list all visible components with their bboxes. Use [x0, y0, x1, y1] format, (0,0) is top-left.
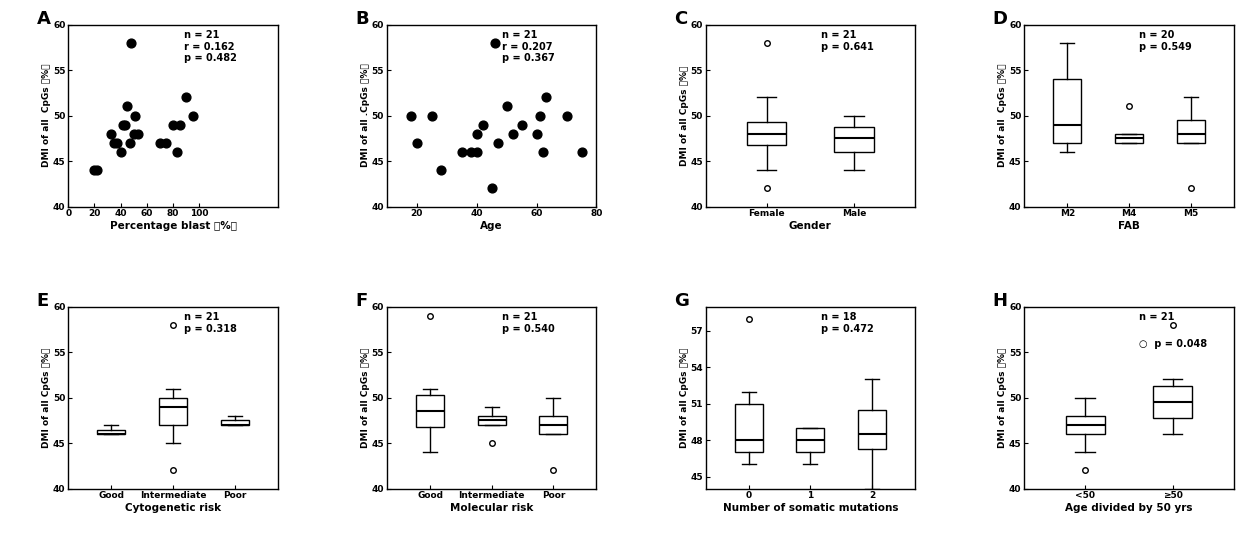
Point — [512, 120, 532, 129]
PathPatch shape — [477, 416, 506, 425]
Text: B: B — [356, 10, 370, 28]
Point — [170, 120, 190, 129]
Point — [461, 147, 481, 156]
PathPatch shape — [417, 395, 444, 428]
Point — [128, 129, 148, 138]
Point — [104, 139, 124, 147]
Point — [533, 147, 553, 156]
Point — [466, 147, 486, 156]
Y-axis label: DMI of all CpGs （%）: DMI of all CpGs （%） — [680, 66, 688, 166]
Text: n = 21
r = 0.162
p = 0.482: n = 21 r = 0.162 p = 0.482 — [184, 30, 237, 63]
X-axis label: Molecular risk: Molecular risk — [450, 503, 533, 513]
Point — [120, 139, 140, 147]
Point — [182, 111, 202, 120]
Point — [572, 147, 591, 156]
PathPatch shape — [539, 416, 567, 434]
PathPatch shape — [159, 397, 187, 425]
Point — [527, 129, 547, 138]
Point — [529, 111, 549, 120]
PathPatch shape — [796, 428, 825, 452]
Text: D: D — [993, 10, 1008, 28]
PathPatch shape — [858, 410, 885, 449]
Point — [466, 129, 486, 138]
Text: E: E — [37, 292, 50, 310]
Point — [125, 111, 145, 120]
Point — [164, 120, 184, 129]
Point — [122, 38, 141, 47]
PathPatch shape — [1115, 134, 1143, 143]
Y-axis label: DMI of all  CpGs （%）: DMI of all CpGs （%） — [998, 64, 1007, 167]
Text: n = 21
p = 0.318: n = 21 p = 0.318 — [184, 312, 237, 334]
Text: n = 18
p = 0.472: n = 18 p = 0.472 — [821, 312, 873, 334]
Point — [118, 102, 138, 111]
Point — [156, 139, 176, 147]
Y-axis label: DMI of all .CpGs （%）: DMI of all .CpGs （%） — [361, 64, 370, 168]
PathPatch shape — [98, 430, 125, 434]
PathPatch shape — [1054, 79, 1081, 143]
Point — [114, 120, 134, 129]
X-axis label: Percentage blast （%）: Percentage blast （%） — [109, 221, 237, 231]
Point — [87, 166, 107, 175]
Y-axis label: DMI of all CpGs （%）: DMI of all CpGs （%） — [42, 347, 51, 448]
Text: C: C — [675, 10, 687, 28]
Point — [502, 129, 522, 138]
PathPatch shape — [835, 127, 874, 152]
Point — [167, 147, 187, 156]
Point — [176, 93, 196, 102]
PathPatch shape — [1153, 387, 1193, 418]
PathPatch shape — [221, 420, 248, 425]
Point — [124, 129, 144, 138]
Text: H: H — [993, 292, 1008, 310]
Text: n = 21: n = 21 — [1140, 312, 1174, 322]
Point — [407, 139, 427, 147]
Point — [485, 38, 505, 47]
PathPatch shape — [1065, 416, 1105, 434]
Point — [472, 120, 492, 129]
Text: F: F — [356, 292, 367, 310]
Y-axis label: DMI of all  CpGs （%）: DMI of all CpGs （%） — [42, 64, 51, 167]
Text: n = 21
p = 0.540: n = 21 p = 0.540 — [502, 312, 556, 334]
Text: ○  p = 0.048: ○ p = 0.048 — [1140, 340, 1208, 349]
Point — [557, 111, 577, 120]
Point — [482, 184, 502, 193]
X-axis label: FAB: FAB — [1118, 221, 1140, 231]
Point — [536, 93, 556, 102]
Point — [430, 166, 450, 175]
Text: n = 21
p = 0.641: n = 21 p = 0.641 — [821, 30, 873, 52]
X-axis label: Gender: Gender — [789, 221, 832, 231]
Point — [84, 166, 104, 175]
X-axis label: Age: Age — [480, 221, 503, 231]
Point — [102, 129, 122, 138]
Text: n = 21
r = 0.207
p = 0.367: n = 21 r = 0.207 p = 0.367 — [502, 30, 556, 63]
PathPatch shape — [735, 403, 763, 452]
Y-axis label: DMI of all CpGs （%）: DMI of all CpGs （%） — [998, 347, 1007, 448]
Point — [497, 102, 517, 111]
Point — [487, 139, 507, 147]
Text: A: A — [37, 10, 51, 28]
Point — [110, 147, 130, 156]
Text: n = 20
p = 0.549: n = 20 p = 0.549 — [1140, 30, 1192, 52]
Text: G: G — [675, 292, 689, 310]
Y-axis label: DMI of all CpGs （%）: DMI of all CpGs （%） — [361, 347, 370, 448]
Point — [150, 139, 170, 147]
Point — [113, 120, 133, 129]
Point — [401, 111, 420, 120]
PathPatch shape — [1177, 120, 1204, 143]
X-axis label: Number of somatic mutations: Number of somatic mutations — [723, 503, 898, 513]
PathPatch shape — [746, 122, 786, 145]
Y-axis label: DMI of all CpGs （%）: DMI of all CpGs （%） — [680, 347, 688, 448]
Point — [451, 147, 471, 156]
Point — [107, 139, 126, 147]
X-axis label: Cytogenetic risk: Cytogenetic risk — [125, 503, 221, 513]
Point — [422, 111, 441, 120]
X-axis label: Age divided by 50 yrs: Age divided by 50 yrs — [1065, 503, 1193, 513]
